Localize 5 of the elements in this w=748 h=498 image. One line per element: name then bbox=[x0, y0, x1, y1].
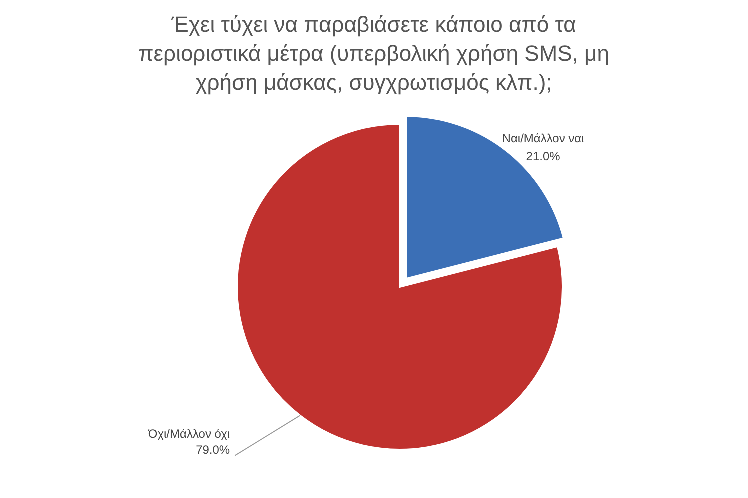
data-label: 21.0% bbox=[526, 150, 561, 164]
slice-label: Ναι/Μάλλον ναι bbox=[502, 132, 585, 146]
chart-title: Έχει τύχει να παραβιάσετε κάποιο από τα περιοριστικά μέτρα (υπερβολική χρήση SMS, μη χρήση μάσκας, συγχρωτισμός κλπ.); bbox=[138, 11, 610, 97]
data-label: 79.0% bbox=[196, 442, 230, 457]
slice-label: Όχι/Μάλλον όχι bbox=[147, 426, 230, 441]
